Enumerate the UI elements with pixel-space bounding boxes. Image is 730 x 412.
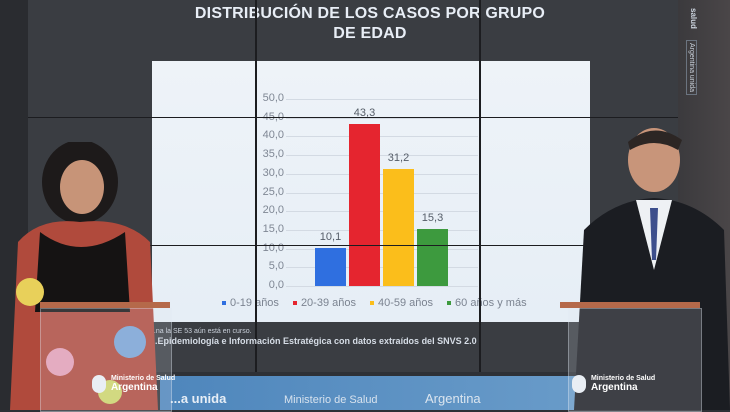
- bar-20-39-años: [349, 124, 380, 286]
- bar-0-19-años: [315, 248, 346, 286]
- y-tick-label: 30,0: [262, 166, 284, 179]
- y-tick-label: 20,0: [262, 204, 284, 217]
- band-text-unida: ...a unida: [170, 391, 227, 406]
- bar-value-label: 31,2: [387, 152, 410, 165]
- legend-label: 0-19 años: [230, 297, 279, 309]
- legend-swatch-icon: [447, 301, 452, 306]
- legend-item: 60 años y más: [447, 297, 527, 309]
- band-text-argentina: Argentina: [425, 391, 481, 406]
- coat-of-arms-icon: [572, 374, 586, 393]
- legend-item: 0-19 años: [222, 297, 279, 309]
- band-text-ministerio: Ministerio de Salud: [284, 394, 378, 406]
- gridline: [286, 267, 478, 269]
- y-tick-label: 45,0: [262, 110, 284, 123]
- side-label: salud: [689, 8, 698, 29]
- gridline: [286, 286, 478, 287]
- chart-title: DISTRIBUCIÓN DE LOS CASOS POR GRUPO DE E…: [194, 5, 546, 42]
- gridline: [286, 248, 478, 250]
- bar-value-label: 15,3: [421, 211, 444, 224]
- podium-right-logo: Ministerio de Salud Argentina: [572, 374, 655, 393]
- y-tick-label: 10,0: [262, 241, 284, 254]
- y-tick-label: 25,0: [262, 185, 284, 198]
- side-label-argentina-unida: Argentina unida: [686, 40, 697, 96]
- podium-left: [40, 308, 172, 412]
- screen-seam: [28, 245, 678, 246]
- gridline: [286, 117, 478, 119]
- chart-panel: 0,0 5,0 10,0 15,0 20,0 25,0 30,0 35,0 40,0 45,0 50…: [152, 61, 590, 322]
- gridline: [286, 155, 478, 157]
- gridline: [286, 229, 478, 231]
- y-tick-label: 0,0: [268, 279, 284, 291]
- coat-of-arms-icon: [92, 374, 106, 393]
- legend-item: 20-39 años: [292, 297, 356, 309]
- speaker-left: [10, 142, 158, 410]
- legend-swatch-icon: [222, 301, 226, 306]
- legend-swatch-icon: [292, 301, 297, 306]
- gridline: [286, 211, 478, 213]
- bar-40-59-años: [383, 169, 414, 286]
- podium-left-logo: Ministerio de Salud Argentina: [92, 374, 175, 393]
- legend-label: 40-59 años: [377, 297, 434, 309]
- footnote-line-1: ...na la SE 53 aún está en curso.: [150, 328, 252, 335]
- bar-60-años-y-más: [417, 228, 448, 286]
- y-tick-label: 5,0: [268, 260, 284, 273]
- gridline: [286, 192, 478, 194]
- podium-left-top: [40, 302, 170, 308]
- bar-value-label: 10,1: [319, 231, 342, 244]
- screen-seam: [255, 0, 257, 372]
- footnote-line-2: ...Epidemiología e Información Estratégi…: [150, 336, 477, 346]
- chart-legend: 0-19 años 20-39 años 40-59 años 60 años y m…: [222, 297, 541, 309]
- podium-right-top: [560, 302, 700, 308]
- podium-right: [568, 308, 702, 412]
- y-tick-label: 35,0: [262, 148, 284, 161]
- bar-value-label: 43,3: [353, 107, 376, 120]
- legend-item: 40-59 años: [369, 297, 434, 309]
- legend-swatch-icon: [369, 301, 374, 306]
- legend-label: 60 años y más: [455, 297, 527, 309]
- gridline: [286, 99, 478, 100]
- legend-label: 20-39 años: [300, 297, 356, 309]
- gridline: [286, 173, 478, 175]
- y-tick-label: 50,0: [262, 92, 284, 104]
- y-tick-label: 40,0: [262, 129, 284, 142]
- screen-seam: [479, 0, 481, 372]
- y-tick-label: 15,0: [262, 222, 284, 235]
- gridline: [286, 136, 478, 138]
- screen-seam: [28, 117, 678, 118]
